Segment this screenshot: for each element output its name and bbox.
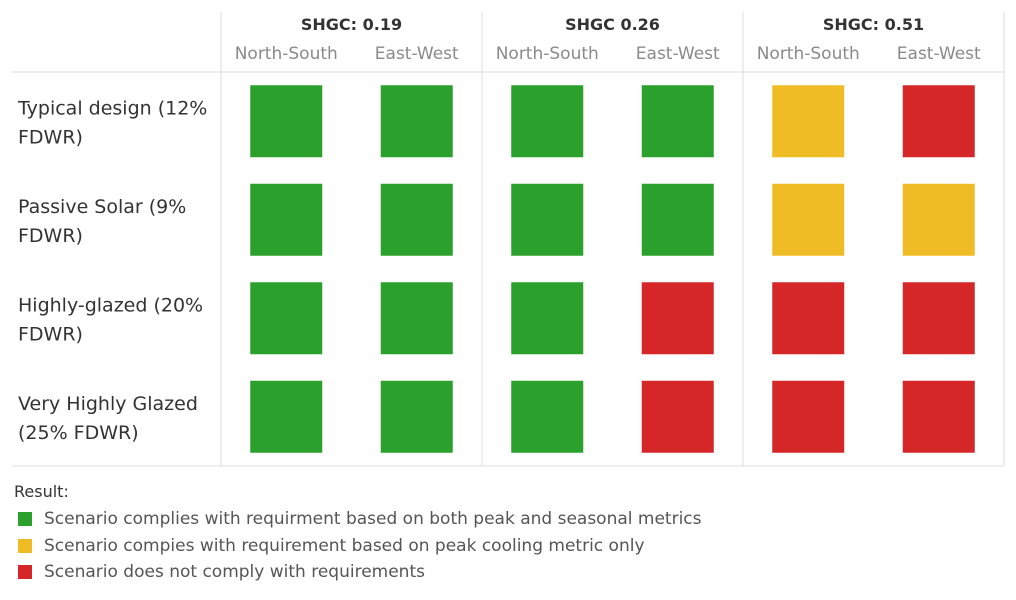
legend-swatch-green [18, 512, 32, 527]
row-label: FDWR) [18, 225, 83, 247]
heatmap-cell [511, 380, 584, 453]
heatmap-cell [641, 85, 714, 158]
heatmap-cell [250, 85, 323, 158]
legend-title: Result: [14, 482, 69, 501]
row-label: FDWR) [18, 126, 83, 148]
row-label: Very Highly Glazed [18, 393, 198, 415]
row-label: Passive Solar (9% [18, 196, 186, 218]
heatmap-cell [380, 380, 453, 453]
column-header: East-West [636, 44, 720, 64]
heatmap-cell [511, 183, 584, 256]
column-header: North-South [235, 44, 338, 64]
row-label: Highly-glazed (20% [18, 294, 203, 316]
heatmap-cell [511, 85, 584, 158]
group-header: SHGC: 0.51 [823, 15, 924, 34]
column-header: North-South [496, 44, 599, 64]
column-header: East-West [897, 44, 981, 64]
heatmap-cell [380, 282, 453, 355]
group-header: SHGC: 0.19 [301, 15, 402, 34]
heatmap-cell [772, 183, 845, 256]
legend-item-peak-only: Scenario compies with requirement based … [14, 533, 1004, 560]
heatmap-cell [511, 282, 584, 355]
legend-item-complies: Scenario complies with requirment based … [14, 506, 1004, 533]
legend-swatch-yellow [18, 538, 32, 553]
heatmap-cell [902, 183, 975, 256]
heatmap-cell [772, 282, 845, 355]
heatmap-cell [250, 282, 323, 355]
heatmap-cell [902, 282, 975, 355]
heatmap-cell [250, 183, 323, 256]
heatmap-cell [641, 183, 714, 256]
compliance-heatmap: SHGC: 0.19 North-South East-West SHGC 0.26 N… [12, 12, 1005, 467]
heatmap-cell [902, 85, 975, 158]
heatmap-cell [641, 282, 714, 355]
row-label: FDWR) [18, 323, 83, 345]
heatmap-cell [772, 380, 845, 453]
legend-label-complies: Scenario complies with requirment based … [44, 509, 702, 530]
heatmap-cell [250, 380, 323, 453]
row-label: Typical design (12% [17, 97, 207, 119]
column-header: North-South [757, 44, 860, 64]
heatmap-cell [380, 85, 453, 158]
row-label: (25% FDWR) [18, 422, 139, 444]
legend-label-peak-only: Scenario compies with requirement based … [44, 535, 645, 556]
heatmap-cell [772, 85, 845, 158]
group-header: SHGC 0.26 [565, 15, 660, 34]
heatmap-cell [641, 380, 714, 453]
legend-item-not-comply: Scenario does not comply with requiremen… [14, 559, 1004, 586]
heatmap-cell [380, 183, 453, 256]
legend-swatch-red [18, 565, 32, 580]
legend: Result: Scenario complies with requirmen… [14, 482, 1004, 586]
column-header: East-West [375, 44, 459, 64]
heatmap-cell [902, 380, 975, 453]
legend-label-not-comply: Scenario does not comply with requiremen… [44, 562, 425, 583]
